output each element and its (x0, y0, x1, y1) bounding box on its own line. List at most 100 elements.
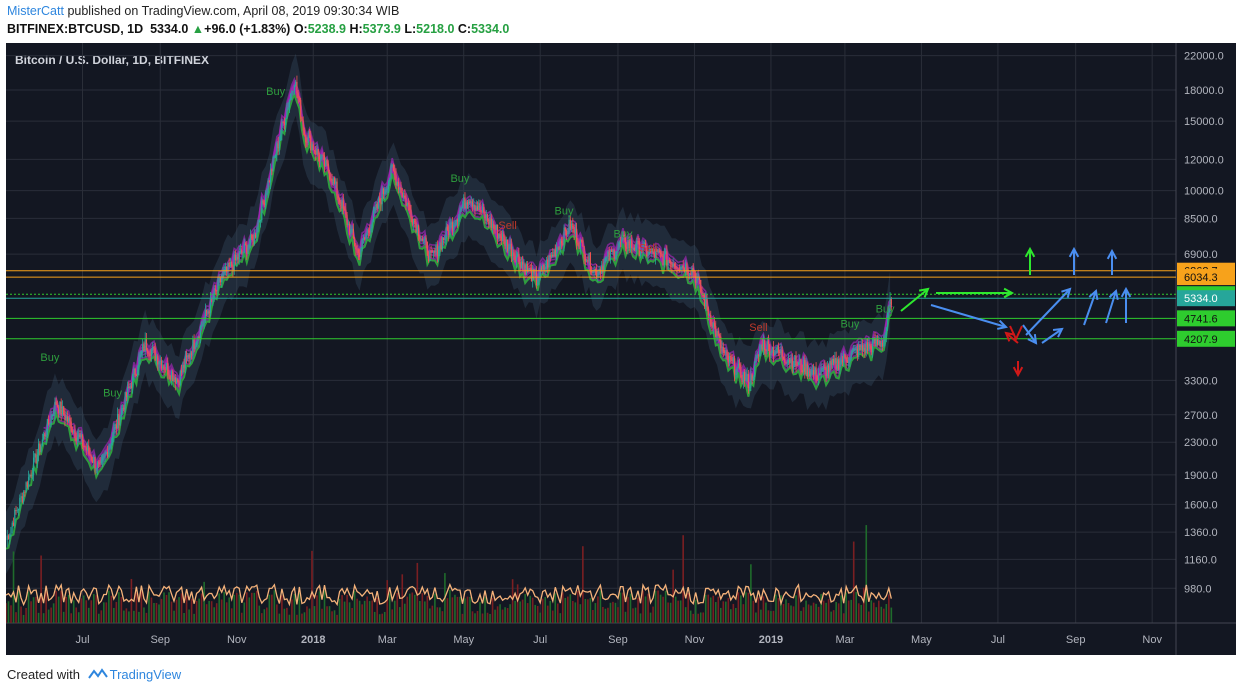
y-tick-label: 12000.0 (1184, 154, 1224, 166)
candle-body (622, 234, 624, 240)
candle-body (277, 143, 279, 149)
volume-bar (694, 599, 697, 623)
candle-body (638, 241, 640, 257)
author-link[interactable]: MisterCatt (7, 4, 64, 18)
candle-body (217, 279, 219, 291)
volume-bar (772, 610, 775, 623)
candle-body (574, 228, 576, 234)
volume-bar (140, 591, 143, 623)
candle-body (312, 144, 314, 151)
candle-body (9, 533, 11, 539)
y-tick-label: 1360.0 (1184, 527, 1218, 539)
volume-bar (719, 607, 722, 623)
candle-body (54, 401, 56, 415)
volume-bar (210, 601, 213, 623)
candle-body (671, 262, 673, 267)
candle-body (415, 222, 417, 233)
volume-bar (852, 541, 855, 623)
candle-body (825, 367, 827, 377)
y-tick-label: 18000.0 (1184, 85, 1224, 97)
candle-body (463, 197, 465, 206)
candle-body (838, 359, 840, 370)
candle-body (751, 374, 753, 381)
candle-body (692, 267, 694, 273)
candle-body (300, 99, 302, 119)
candle-body (733, 358, 736, 375)
chart-frame[interactable]: Bitcoin / U.S. Dollar, 1D, BITFINEX 2200… (6, 43, 1236, 655)
candle-body (547, 259, 549, 268)
candle-body (737, 363, 739, 368)
tradingview-brand[interactable]: TradingView (109, 667, 182, 682)
candle-body (836, 359, 839, 369)
candle-body (53, 414, 55, 416)
candle-body (859, 345, 861, 351)
volume-bar (276, 604, 278, 623)
candle-body (875, 339, 877, 347)
volume-bar (158, 604, 160, 623)
candle-body (717, 331, 719, 336)
candle-body (83, 445, 85, 447)
candle-body (434, 251, 436, 252)
signal-label: Buy (613, 229, 632, 241)
arrow-head (918, 287, 930, 298)
candle-body (247, 247, 249, 254)
candle-body (824, 366, 826, 368)
arrow-head (1120, 286, 1132, 298)
volume-bar (464, 598, 466, 623)
volume-bar (145, 612, 148, 623)
candle-body (127, 386, 129, 397)
arrow-head (1012, 366, 1024, 378)
open-value: 5238.9 (307, 22, 346, 36)
volume-bar (351, 607, 353, 623)
volume-bar (306, 606, 308, 623)
candle-body (575, 228, 578, 243)
volume-bar (371, 600, 373, 623)
candle-body (98, 462, 100, 464)
signal-label: Buy (840, 318, 859, 330)
candle-body (246, 245, 248, 254)
volume-bar (657, 590, 659, 623)
volume-bar (165, 594, 168, 623)
candle-body (453, 225, 455, 231)
candle-body (429, 251, 431, 262)
volume-bar (393, 600, 396, 623)
volume-bar (604, 608, 607, 623)
volume-bar (599, 590, 602, 623)
candle-body (278, 140, 280, 149)
candle-body (741, 377, 743, 382)
volume-bar (742, 604, 745, 623)
candle-body (459, 210, 461, 217)
candle-body (31, 474, 33, 477)
price-chart[interactable]: Bitcoin / U.S. Dollar, 1D, BITFINEX 2200… (6, 43, 1236, 655)
candle-body (668, 260, 670, 262)
candle-body (527, 263, 529, 271)
candle-body (548, 255, 550, 268)
candle-body (493, 223, 495, 229)
candle-body (633, 247, 635, 251)
candle-body (864, 347, 866, 354)
volume-bar (652, 606, 654, 623)
candle-body (529, 268, 531, 270)
volume-bar (175, 599, 178, 623)
candle-body (601, 265, 603, 274)
volume-bar (582, 546, 584, 623)
volume-bar (273, 590, 276, 623)
volume-bar (466, 596, 469, 623)
volume-bar (200, 593, 203, 623)
volume-bar (72, 600, 75, 623)
volume-bar (767, 610, 770, 623)
candle-body (40, 444, 42, 452)
candle-body (268, 180, 270, 183)
x-tick-label: Sep (608, 634, 628, 646)
candle-body (697, 278, 699, 280)
volume-bar (521, 599, 524, 623)
volume-bar (37, 612, 40, 623)
candle-body (840, 359, 842, 365)
candle-body (101, 457, 104, 461)
volume-bar (689, 610, 692, 623)
candle-body (128, 386, 130, 388)
candle-body (380, 201, 382, 205)
candle-body (208, 311, 210, 314)
volume-bar (446, 598, 449, 623)
candle-body (100, 460, 102, 464)
